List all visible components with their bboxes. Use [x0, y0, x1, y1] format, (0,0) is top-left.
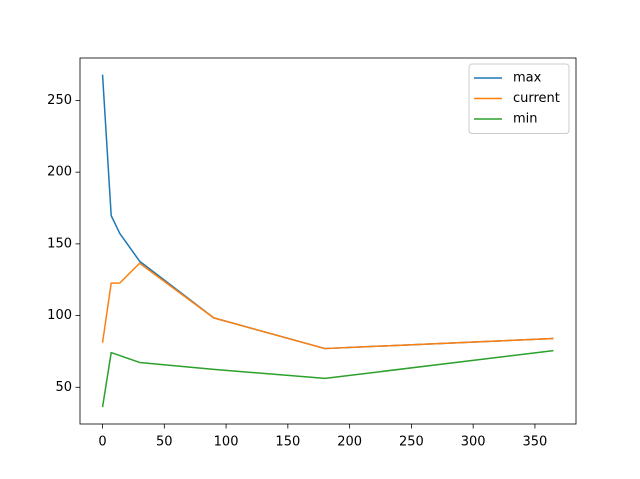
y-tick-label: 100 — [47, 308, 72, 323]
legend-label: min — [513, 112, 538, 127]
legend: max current min — [468, 63, 570, 134]
legend-label: max — [513, 71, 542, 86]
axes-frame — [79, 57, 577, 425]
x-tick-label: 250 — [399, 435, 424, 450]
x-tick-label: 50 — [156, 435, 173, 450]
x-tick-label: 200 — [337, 435, 362, 450]
y-tick-label: 200 — [47, 165, 72, 180]
line-series — [101, 349, 554, 408]
x-tick-label: 0 — [98, 435, 106, 450]
y-tick-label: 150 — [47, 236, 72, 251]
x-tick-label: 150 — [275, 435, 300, 450]
y-tick-label: 250 — [47, 93, 72, 108]
x-tick-label: 100 — [214, 435, 239, 450]
legend-label: current — [513, 91, 560, 106]
legend-box — [468, 63, 570, 134]
y-tick-label: 50 — [55, 380, 72, 395]
line-series — [101, 262, 554, 350]
x-tick-label: 350 — [523, 435, 548, 450]
x-tick-label: 300 — [461, 435, 486, 450]
